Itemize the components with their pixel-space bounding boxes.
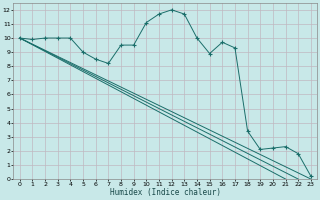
X-axis label: Humidex (Indice chaleur): Humidex (Indice chaleur)	[110, 188, 221, 197]
